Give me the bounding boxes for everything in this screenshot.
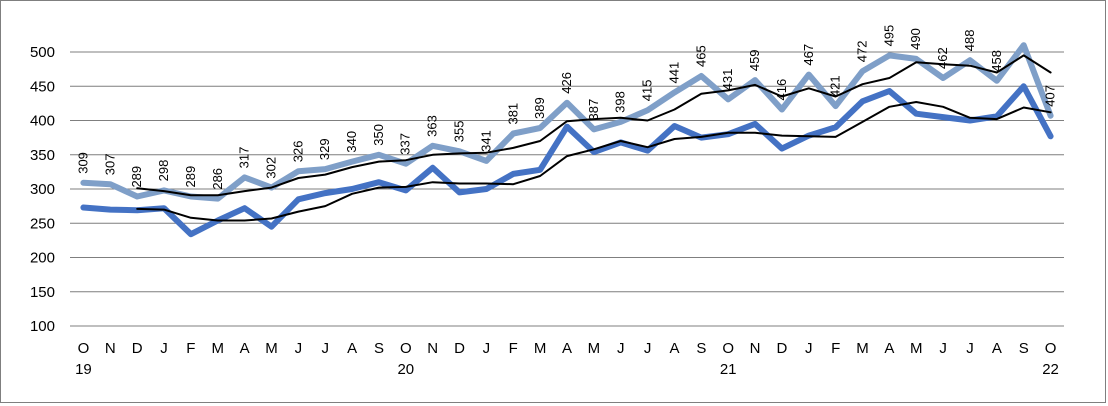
x-tick-label: J [321, 340, 329, 357]
data-label: 398 [613, 91, 628, 113]
data-label: 350 [371, 124, 386, 146]
x-tick-label: J [805, 340, 813, 357]
data-label: 495 [881, 25, 896, 47]
series-line-3 [136, 54, 1052, 197]
data-label: 488 [962, 30, 977, 52]
data-label: 341 [478, 130, 493, 152]
data-label: 337 [398, 133, 413, 155]
series-line-4 [136, 101, 1052, 222]
x-tick-label: S [1019, 340, 1029, 357]
data-label: 431 [720, 69, 735, 91]
x-tick-label: D [454, 340, 465, 357]
x-tick-label: N [105, 340, 116, 357]
y-tick-label: 350 [30, 147, 55, 164]
x-tick-label: S [374, 340, 384, 357]
data-label: 340 [344, 131, 359, 153]
data-label: 467 [801, 44, 816, 66]
data-label: 326 [290, 141, 305, 163]
data-label: 307 [102, 153, 117, 175]
x-axis-tick-labels: O N D J F M A M J J A S O N D J F M A M J J A S O N D J F M A M J J A S O19 2… [75, 340, 1059, 378]
data-label: 387 [586, 99, 601, 121]
data-label: 309 [75, 152, 90, 174]
x-year-label: 22 [1042, 361, 1059, 378]
data-label: 490 [908, 28, 923, 50]
data-label: 407 [1043, 85, 1058, 107]
x-tick-label: O [400, 340, 412, 357]
x-tick-label: D [132, 340, 143, 357]
x-tick-label: D [776, 340, 787, 357]
x-tick-label: O [722, 340, 734, 357]
x-tick-label: A [884, 340, 894, 357]
data-label: 317 [237, 147, 252, 169]
data-label: 415 [640, 80, 655, 102]
x-tick-label: N [750, 340, 761, 357]
data-label: 472 [854, 40, 869, 62]
x-tick-label: M [265, 340, 278, 357]
data-label: 329 [317, 138, 332, 160]
data-labels: 309 307 289 298 289 286 317 302 326 329 340 350 337 3… [75, 25, 1057, 190]
data-label: 458 [989, 50, 1004, 72]
data-label: 289 [129, 166, 144, 188]
x-tick-label: A [347, 340, 357, 357]
series-lines [80, 42, 1054, 238]
y-tick-label: 250 [30, 215, 55, 232]
x-tick-label: J [160, 340, 168, 357]
data-label: 298 [156, 160, 171, 182]
y-axis-tick-labels: 100 150 200 250 300 350 400 450 500 [30, 44, 55, 335]
y-tick-label: 100 [30, 318, 55, 335]
x-tick-label: J [483, 340, 491, 357]
x-tick-label: J [966, 340, 974, 357]
data-label: 302 [264, 157, 279, 179]
data-label: 459 [747, 49, 762, 71]
x-tick-label: J [617, 340, 625, 357]
y-tick-label: 200 [30, 250, 55, 267]
data-label: 363 [425, 115, 440, 137]
x-tick-label: M [212, 340, 225, 357]
y-tick-label: 300 [30, 181, 55, 198]
data-label: 416 [774, 79, 789, 101]
x-year-label: 21 [720, 361, 737, 378]
x-tick-label: F [186, 340, 195, 357]
data-label: 421 [828, 75, 843, 97]
data-label: 465 [693, 45, 708, 67]
x-year-label: 19 [75, 361, 92, 378]
data-label: 462 [935, 47, 950, 69]
y-tick-label: 450 [30, 78, 55, 95]
y-tick-label: 500 [30, 44, 55, 61]
x-tick-label: A [992, 340, 1002, 357]
gridlines [70, 51, 1064, 327]
series-line-1 [80, 42, 1054, 202]
x-tick-label: A [240, 340, 250, 357]
data-label: 441 [667, 62, 682, 84]
data-label: 286 [210, 168, 225, 190]
x-tick-label: M [856, 340, 869, 357]
x-tick-label: O [1045, 340, 1057, 357]
data-label: 389 [532, 97, 547, 119]
x-tick-label: O [78, 340, 90, 357]
data-label: 381 [505, 103, 520, 125]
x-year-label: 20 [397, 361, 414, 378]
x-tick-label: F [831, 340, 840, 357]
x-tick-label: M [588, 340, 601, 357]
x-tick-label: F [509, 340, 518, 357]
x-tick-label: M [910, 340, 923, 357]
x-tick-label: J [939, 340, 947, 357]
x-tick-label: A [562, 340, 572, 357]
x-tick-label: N [427, 340, 438, 357]
data-label: 289 [183, 166, 198, 188]
x-tick-label: S [696, 340, 706, 357]
x-tick-label: J [644, 340, 652, 357]
data-label: 355 [452, 121, 467, 143]
x-tick-label: A [669, 340, 679, 357]
y-tick-label: 150 [30, 284, 55, 301]
y-tick-label: 400 [30, 113, 55, 130]
x-tick-label: J [295, 340, 303, 357]
series-line-2 [80, 83, 1054, 238]
x-tick-label: M [534, 340, 547, 357]
data-label: 426 [559, 72, 574, 94]
